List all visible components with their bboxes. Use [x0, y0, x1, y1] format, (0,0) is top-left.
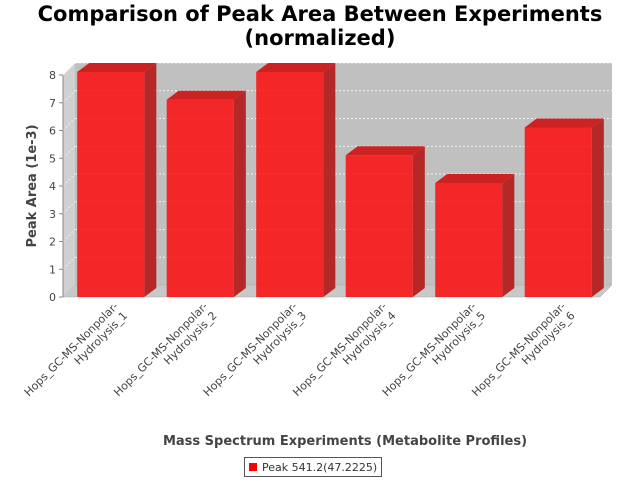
y-tick-label: 5	[49, 152, 56, 165]
bar-side	[233, 90, 246, 297]
bar	[77, 72, 145, 297]
x-tick-label-line: Hops_GC-MS-Nonpolar-	[22, 300, 121, 399]
bar-top	[524, 118, 604, 128]
y-tick-label: 8	[49, 69, 56, 82]
grid-line-diag	[62, 118, 76, 131]
bar-top	[77, 63, 157, 72]
y-tick-label: 6	[49, 125, 56, 138]
y-axis-title: Peak Area (1e-3)	[25, 124, 40, 247]
y-tick-label: 2	[49, 236, 56, 249]
bar	[166, 99, 234, 297]
legend-label: Peak 541.2(47.2225)	[262, 460, 378, 474]
grid-line-diag	[62, 257, 76, 270]
bar	[435, 183, 503, 297]
bar	[345, 155, 413, 297]
bar-top	[256, 63, 336, 72]
bar-side	[323, 63, 336, 297]
bar-top	[166, 90, 246, 100]
grid-line-diag	[62, 62, 76, 76]
bar-side	[144, 63, 157, 297]
bar-top	[345, 146, 425, 156]
chart-title: Comparison of Peak Area Between Experime…	[0, 2, 640, 50]
y-tick-label: 0	[49, 291, 56, 304]
x-axis-title: Mass Spectrum Experiments (Metabolite Pr…	[163, 434, 527, 449]
grid-line-diag	[62, 173, 76, 187]
bar	[524, 127, 592, 297]
grid-line-diag	[62, 90, 76, 103]
bar-side	[591, 118, 604, 297]
chart-title-line-1: Comparison of Peak Area Between Experime…	[37, 2, 603, 26]
y-tick-label: 7	[49, 97, 56, 110]
grid-line-diag	[62, 146, 76, 159]
y-tick-label: 3	[49, 208, 56, 221]
bar	[256, 72, 324, 297]
grid-line-diag	[62, 201, 76, 214]
y-tick-label: 4	[49, 180, 56, 193]
chart-legend: Peak 541.2(47.2225)	[244, 457, 383, 477]
grid-line-diag	[62, 229, 76, 242]
y-tick-label: 1	[49, 263, 56, 276]
bar-top	[435, 174, 515, 183]
chart-title-line-2: (normalized)	[244, 26, 396, 50]
bar-side	[502, 174, 515, 297]
legend-swatch	[249, 463, 257, 471]
bar-side	[412, 146, 425, 297]
